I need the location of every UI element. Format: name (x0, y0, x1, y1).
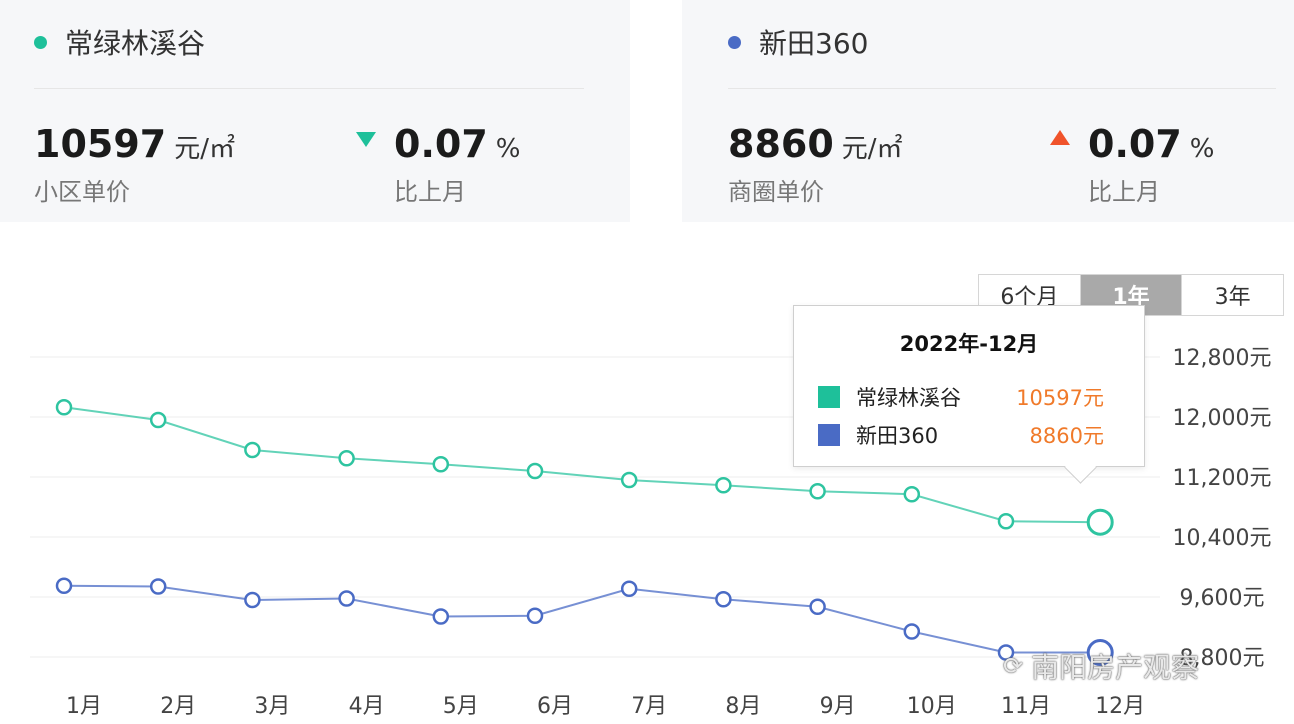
change-value: 0.07 (394, 122, 488, 166)
x-tick-label: 3月 (254, 694, 290, 719)
data-point (338, 590, 355, 607)
data-point (715, 477, 732, 494)
data-point (149, 578, 167, 595)
change-value: 0.07 (1088, 122, 1182, 166)
up-arrow-icon (1050, 130, 1070, 145)
x-tick-label: 11月 (1001, 694, 1051, 719)
tooltip-row: 常绿林溪谷 10597元 (818, 382, 1104, 412)
price-value: 8860 (728, 122, 834, 166)
series-swatch-icon (818, 386, 840, 408)
x-tick-label: 2月 (160, 694, 196, 719)
community-price-card: 常绿林溪谷 10597 元/㎡ 小区单价 0.07% 比上月 (0, 0, 630, 222)
data-point (55, 577, 73, 594)
wechat-icon: ⟳ (1003, 652, 1024, 680)
series-dot-icon (34, 35, 47, 49)
tooltip-title: 2022年-12月 (899, 332, 1039, 356)
card-header: 新田360 (728, 22, 868, 62)
data-point (1086, 508, 1114, 536)
y-tick-label: 8,800元 (1180, 646, 1265, 671)
change-metric: 0.07% 比上月 (1050, 122, 1214, 207)
data-point (997, 513, 1015, 530)
series-line (63, 406, 1101, 524)
data-point (903, 486, 921, 503)
data-point (55, 399, 73, 416)
x-tick-label: 10月 (907, 694, 957, 719)
price-label: 商圈单价 (728, 178, 824, 206)
chart-tooltip: 2022年-12月 常绿林溪谷 10597元 新田360 8860元 (793, 305, 1145, 484)
y-tick-label: 12,000元 (1173, 406, 1272, 431)
x-tick-label: 8月 (725, 694, 761, 719)
data-point (149, 411, 167, 429)
community-name: 常绿林溪谷 (65, 27, 206, 60)
series-line (63, 584, 1101, 654)
card-divider (34, 88, 584, 89)
data-point (244, 441, 261, 459)
series-swatch-icon (818, 424, 840, 446)
change-metric: 0.07% 比上月 (356, 122, 520, 207)
data-point (620, 580, 638, 597)
down-arrow-icon (356, 132, 376, 147)
x-tick-label: 12月 (1095, 694, 1145, 719)
data-point (338, 450, 355, 467)
price-metric: 8860 元/㎡ 商圈单价 (728, 122, 903, 207)
x-tick-label: 6月 (537, 694, 573, 719)
data-point (809, 598, 826, 615)
data-point (526, 462, 544, 480)
data-point (715, 591, 732, 608)
change-unit: % (1189, 134, 1215, 164)
card-divider (728, 88, 1276, 89)
data-point (432, 608, 450, 625)
x-tick-label: 1月 (66, 694, 102, 719)
tooltip-series-name: 新田360 (856, 424, 939, 448)
change-label: 比上月 (394, 178, 466, 206)
y-tick-label: 12,800元 (1173, 346, 1272, 371)
district-name: 新田360 (759, 27, 869, 60)
tooltip-row: 新田360 8860元 (818, 420, 1104, 450)
x-tick-label: 5月 (443, 694, 479, 719)
price-value: 10597 (34, 122, 167, 166)
tab-3-years[interactable]: 3年 (1181, 275, 1283, 315)
tooltip-series-name: 常绿林溪谷 (856, 386, 961, 410)
data-point (526, 607, 544, 624)
series-dot-icon (728, 35, 741, 49)
data-point (809, 483, 826, 500)
data-point (244, 591, 261, 609)
data-point (432, 456, 450, 473)
watermark: ⟳ 南阳房产观察 (1003, 646, 1199, 686)
tooltip-series-value: 10597元 (1016, 386, 1104, 410)
price-unit: 元/㎡ (841, 134, 903, 164)
y-tick-label: 10,400元 (1173, 526, 1272, 551)
tooltip-series-value: 8860元 (1029, 424, 1104, 448)
x-tick-label: 4月 (349, 694, 385, 719)
x-tick-label: 7月 (631, 694, 667, 719)
change-unit: % (495, 134, 521, 164)
watermark-text: 南阳房产观察 (1031, 651, 1200, 684)
x-tick-label: 9月 (820, 694, 856, 719)
card-header: 常绿林溪谷 (34, 22, 205, 62)
change-label: 比上月 (1088, 178, 1160, 206)
price-metric: 10597 元/㎡ 小区单价 (34, 122, 235, 207)
y-tick-label: 11,200元 (1173, 466, 1272, 491)
price-label: 小区单价 (34, 178, 130, 206)
data-point (997, 644, 1015, 661)
district-price-card: 新田360 8860 元/㎡ 商圈单价 0.07% 比上月 (682, 0, 1294, 222)
data-point (620, 471, 638, 489)
data-point (903, 623, 921, 640)
price-unit: 元/㎡ (174, 134, 235, 164)
y-tick-label: 9,600元 (1180, 586, 1265, 611)
data-point (1086, 639, 1114, 666)
